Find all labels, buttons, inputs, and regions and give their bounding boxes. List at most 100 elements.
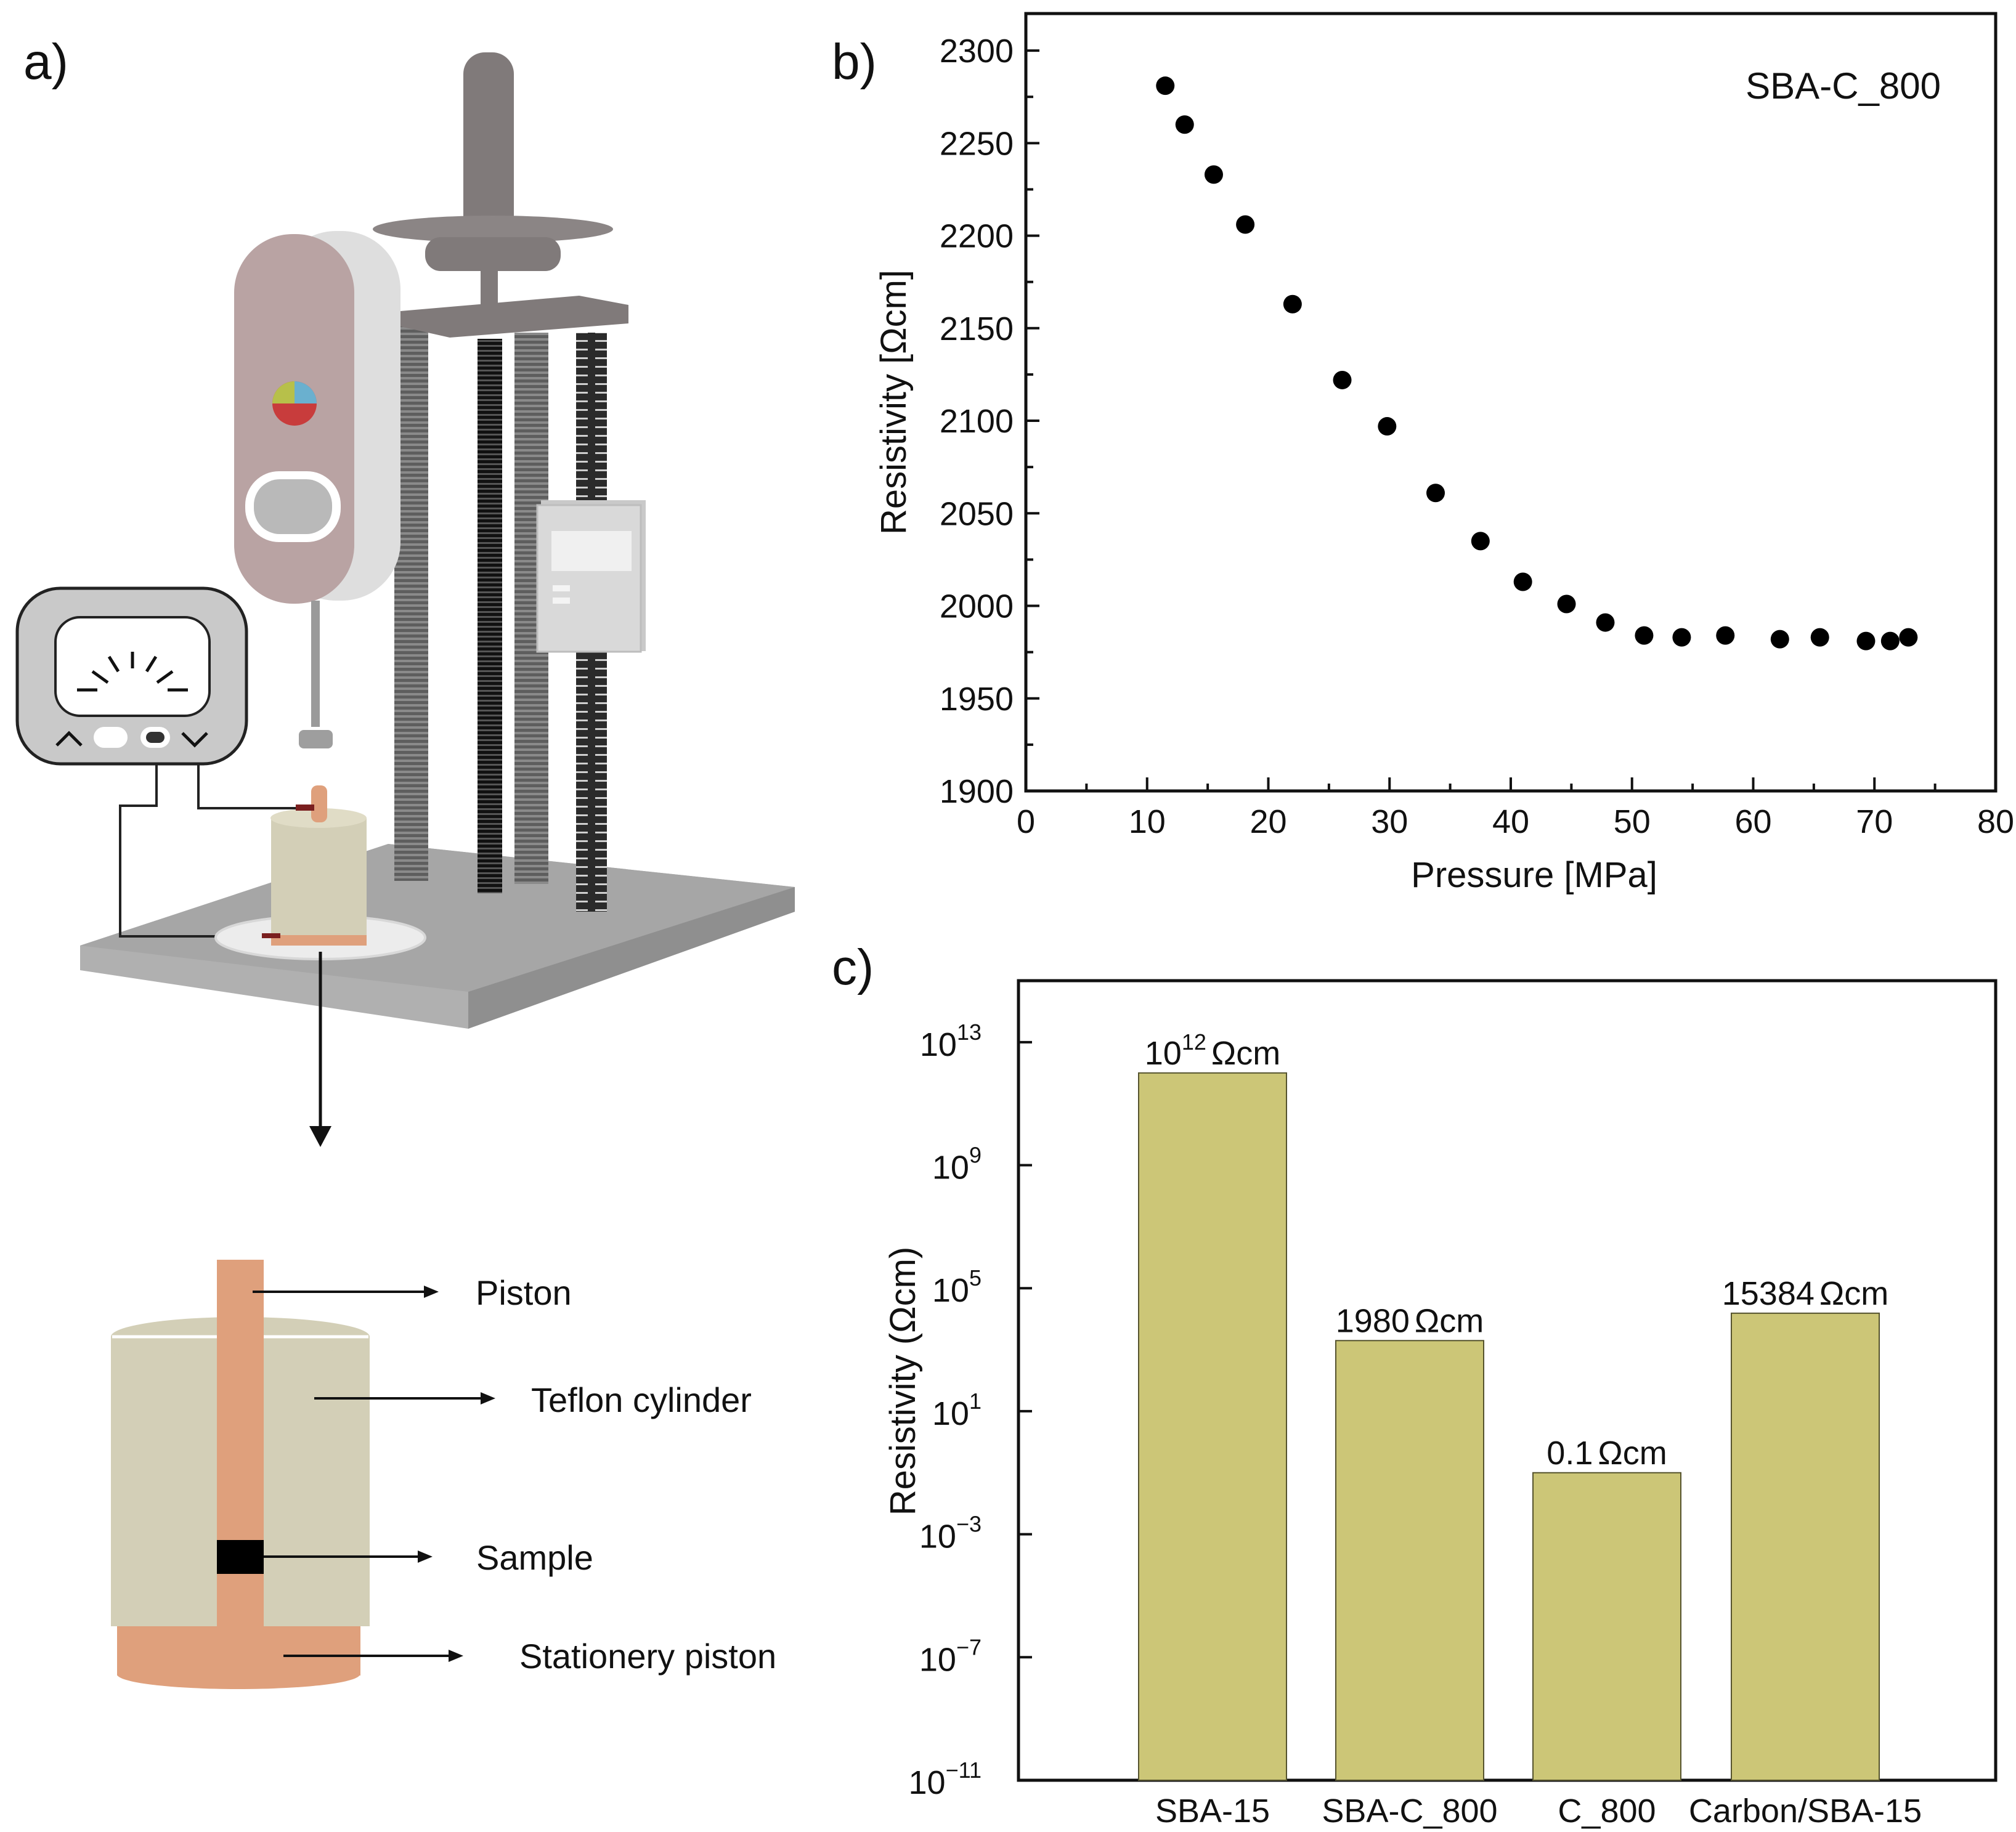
scatter-y-axis-label: Resistivity [Ωcm]	[874, 270, 914, 535]
callout-teflon-arrowhead	[481, 1392, 495, 1404]
scatter-point	[1856, 631, 1876, 651]
bar-data-label-unit: Ωcm	[1415, 1302, 1484, 1339]
bar-y-tick-label: 10−11	[909, 1757, 982, 1801]
arrow-down-head	[309, 1126, 331, 1147]
handle-disc	[373, 216, 613, 243]
wire-top	[197, 764, 296, 809]
scatter-y-tick-label: 2150	[940, 310, 1014, 347]
bar-category-label: Carbon/SBA-15	[1689, 1793, 1922, 1830]
bar	[1335, 1340, 1484, 1781]
bar-plot-frame	[1017, 979, 1998, 1782]
ohmmeter	[15, 586, 248, 766]
scatter-chart: 0 10 20 30 40 50 60 70 80 1900 1950 2000 2050 2100 215…	[874, 12, 2014, 895]
bar-y-tick-base: 10	[932, 1272, 969, 1309]
bar-y-tick-base: 10	[919, 1641, 956, 1678]
bar-y-axis-label: Resistivity (Ωcm)	[883, 1247, 923, 1515]
scatter-plot-frame	[1024, 12, 1998, 793]
cross-section	[111, 1260, 370, 1689]
control-box	[536, 500, 646, 653]
bar-y-tick-exp: −7	[956, 1634, 982, 1660]
bar	[1731, 1312, 1880, 1781]
bar-data-label: 1980 Ωcm	[1336, 1302, 1484, 1339]
callout-sample-arrowhead	[418, 1550, 433, 1563]
bar-y-tick-base: 10	[932, 1395, 969, 1432]
scatter-point	[1635, 626, 1654, 645]
sample-block	[217, 1540, 264, 1574]
bar-data-label-value: 15384	[1722, 1275, 1815, 1312]
force-gauge	[234, 231, 400, 748]
scatter-point	[1596, 613, 1615, 632]
scatter-point	[1899, 628, 1918, 647]
scatter-x-tick-label: 50	[1614, 803, 1651, 840]
bar-y-tick-label: 1013	[920, 1019, 982, 1063]
scatter-point	[1770, 630, 1789, 649]
apparatus-diagram: Piston Teflon cylinder Sample Stationery…	[15, 52, 795, 1689]
scatter-point	[1880, 631, 1900, 651]
scatter-point	[1204, 165, 1223, 184]
scatter-point	[1378, 417, 1397, 436]
bar-y-tick-exp: −3	[956, 1512, 982, 1537]
bar-data-label: 15384 Ωcm	[1722, 1275, 1889, 1312]
scatter-x-tick-label: 0	[1017, 803, 1035, 840]
scatter-x-tick-label: 40	[1492, 803, 1529, 840]
bar-category-label: SBA-C_800	[1322, 1793, 1497, 1830]
callout-piston-arrowhead	[424, 1286, 439, 1298]
bar-y-tick-label: 10−7	[919, 1634, 982, 1678]
panel-label-c: c)	[832, 939, 874, 995]
bar-data-label-exp: 12	[1182, 1029, 1206, 1055]
scatter-point	[1716, 626, 1735, 645]
bar-data-label-unit: Ωcm	[1819, 1275, 1888, 1312]
scatter-point	[1471, 532, 1490, 551]
bar-data-label-unit: Ωcm	[1211, 1035, 1280, 1072]
bar-y-tick-label: 10−3	[919, 1512, 982, 1555]
bar-y-tick-exp: 1	[969, 1388, 982, 1414]
scatter-legend-text: SBA-C_800	[1746, 65, 1941, 107]
scatter-x-tick-label: 20	[1250, 803, 1286, 840]
bar-category-label: C_800	[1558, 1793, 1656, 1830]
scatter-y-tick-label: 2050	[940, 495, 1014, 532]
bar-y-tick-exp: 13	[957, 1019, 982, 1045]
bar-y-tick-exp: 5	[969, 1265, 982, 1291]
press-cell	[214, 785, 426, 960]
scatter-ticks: 0 10 20 30 40 50 60 70 80 1900 1950 2000 2050 2100 215…	[940, 33, 2014, 840]
label-teflon-cylinder: Teflon cylinder	[531, 1380, 752, 1419]
scatter-point	[1557, 594, 1576, 614]
lead-screw	[481, 265, 498, 314]
scatter-x-tick-label: 30	[1371, 803, 1408, 840]
scatter-y-tick-label: 2250	[940, 125, 1014, 162]
bar-data-label-value: 10	[1145, 1035, 1182, 1072]
label-sample: Sample	[476, 1538, 593, 1577]
scatter-point	[1175, 115, 1194, 134]
bar-category-label: SBA-15	[1155, 1793, 1270, 1830]
scatter-point	[1333, 370, 1352, 389]
bar-data-label-value: 1980	[1336, 1302, 1410, 1339]
label-piston: Piston	[476, 1273, 572, 1312]
bar-y-tick-base: 10	[909, 1764, 946, 1801]
callout-stationary-arrowhead	[449, 1650, 463, 1662]
handle-hub	[425, 237, 561, 271]
panel-label-b: b)	[832, 34, 877, 90]
label-stationery-piston: Stationery piston	[519, 1637, 776, 1676]
panel-label-a: a)	[23, 34, 68, 90]
bar-data-label-value: 0.1	[1547, 1435, 1593, 1472]
scatter-y-tick-label: 1950	[940, 681, 1014, 718]
bar-y-tick-exp: 9	[969, 1143, 982, 1168]
bar-y-tick-base: 10	[920, 1026, 957, 1063]
scatter-y-tick-label: 2100	[940, 403, 1014, 440]
bar-y-tick-label: 105	[932, 1265, 982, 1309]
scatter-x-tick-label: 70	[1856, 803, 1893, 840]
scatter-point	[1672, 628, 1691, 647]
scatter-point	[1156, 76, 1175, 95]
scatter-y-tick-label: 2300	[940, 33, 1014, 70]
wire-bottom	[119, 764, 265, 938]
scatter-point	[1513, 572, 1532, 591]
top-frame	[400, 296, 628, 338]
scatter-point	[1426, 484, 1445, 503]
scatter-y-tick-label: 2000	[940, 588, 1014, 625]
screw-column-center	[478, 339, 502, 893]
scatter-point	[1283, 294, 1302, 314]
